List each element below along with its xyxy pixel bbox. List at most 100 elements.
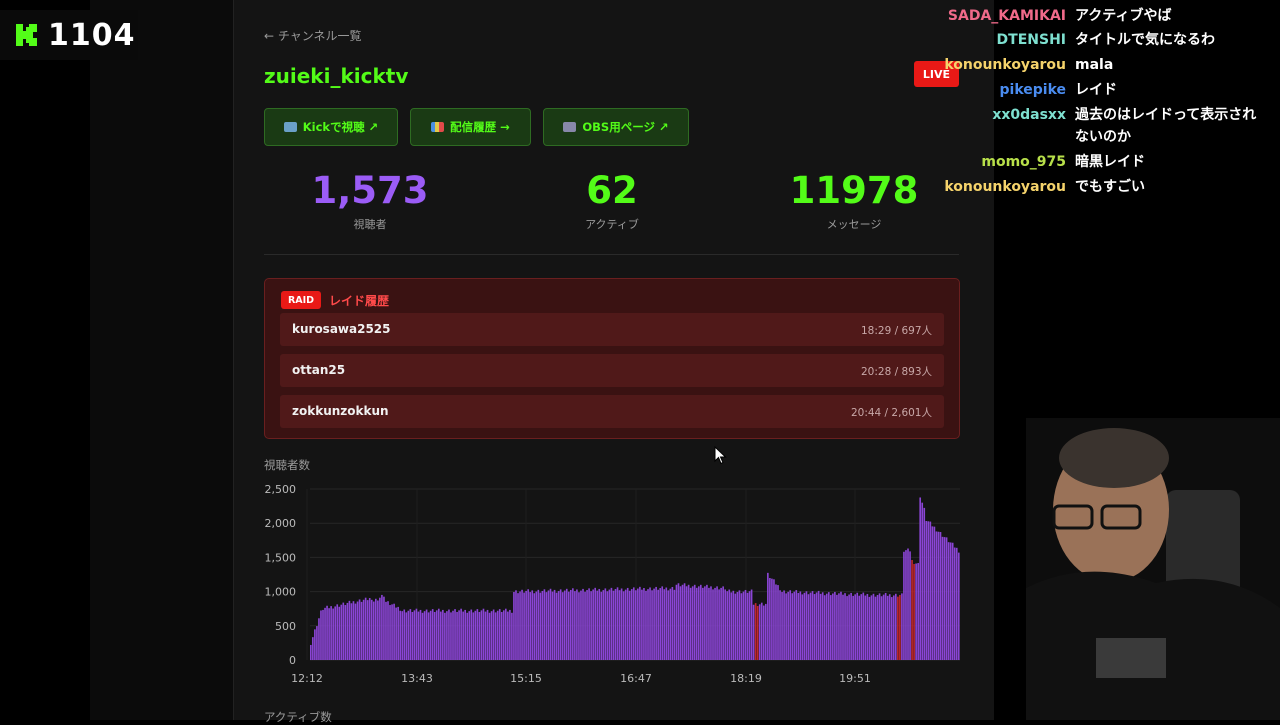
chart-bar xyxy=(789,590,792,660)
chart-bar xyxy=(444,612,446,660)
chart-bar xyxy=(423,611,426,660)
chart-bar xyxy=(838,593,840,660)
chart-bar xyxy=(659,588,662,660)
chart-bar xyxy=(370,599,373,660)
chart-bar xyxy=(872,593,875,660)
chart-bar xyxy=(834,591,836,660)
chart-bar xyxy=(502,610,505,660)
stat-viewers: 1,573 視聴者 xyxy=(270,168,470,232)
chart-bar xyxy=(464,609,467,660)
chart-bar xyxy=(929,521,932,660)
chart-bar xyxy=(864,595,867,660)
chart-bar xyxy=(781,592,783,660)
chart-bar xyxy=(618,590,621,660)
chart-bar xyxy=(677,583,680,660)
chat-username: konounkoyarou xyxy=(944,57,1066,73)
stat-active: 62 アクティブ xyxy=(512,168,712,232)
chart-bar xyxy=(326,605,328,660)
chart-bar xyxy=(614,589,617,660)
chart-bar xyxy=(592,589,594,660)
chart-bar xyxy=(368,598,371,660)
chart-bar xyxy=(897,596,899,660)
chart-bar xyxy=(702,587,704,660)
chart-bar xyxy=(505,608,507,660)
stat-active-label: アクティブ xyxy=(585,218,639,231)
chart-bar xyxy=(596,590,599,660)
chart-bar xyxy=(667,590,670,660)
chart-bar xyxy=(685,586,688,660)
chart-bar xyxy=(588,588,590,660)
chart-bar xyxy=(791,593,794,660)
chat-username: momo_975 xyxy=(981,154,1066,170)
chart-bar xyxy=(616,587,619,660)
chart-bar xyxy=(570,589,572,660)
chart-bar xyxy=(517,593,519,660)
chart-bar xyxy=(541,590,544,660)
back-to-channel-list-link[interactable]: ← チャンネル一覧 xyxy=(264,29,362,43)
chat-message: 暗黒レイド xyxy=(1075,154,1145,170)
watch-on-kick-button[interactable]: Kickで視聴 ↗ xyxy=(264,108,398,146)
chart-bar xyxy=(375,598,377,660)
chart-bar xyxy=(639,586,641,660)
chart-bar xyxy=(586,590,588,660)
chart-bar xyxy=(383,596,385,660)
raid-history-title: レイド履歴 xyxy=(329,294,390,308)
chart-bar xyxy=(899,595,901,660)
chart-bar xyxy=(923,507,926,660)
chart-bar xyxy=(604,588,607,660)
chart-bar xyxy=(817,590,820,660)
chart-bar xyxy=(602,590,605,660)
chart-bar xyxy=(876,595,879,660)
kick-logo-icon xyxy=(16,24,37,46)
chart-bar xyxy=(805,591,808,660)
stat-messages: 11978 メッセージ xyxy=(754,168,954,232)
chart-bar xyxy=(793,591,796,660)
chart-bar xyxy=(852,595,854,660)
chart-bar xyxy=(911,560,913,660)
chart-bar xyxy=(490,611,493,660)
chart-bar xyxy=(387,601,389,660)
webcam-feed xyxy=(1026,418,1280,720)
chart-bar xyxy=(866,593,869,660)
chart-bar xyxy=(466,612,469,660)
chart-bar xyxy=(846,596,848,660)
chart-bar xyxy=(643,588,645,660)
chart-bar xyxy=(480,610,483,660)
chart-bar xyxy=(531,590,534,660)
chart-bar xyxy=(892,595,895,660)
chart-bar xyxy=(878,593,881,660)
chart-bar xyxy=(507,611,509,660)
chart-bar xyxy=(687,584,690,660)
chart-bar xyxy=(637,588,639,660)
chart-bar xyxy=(565,588,568,660)
chart-bar xyxy=(695,587,698,660)
chart-bar xyxy=(610,587,613,660)
chart-bar xyxy=(429,610,432,660)
chart-bar xyxy=(509,609,511,660)
chart-bar xyxy=(352,601,355,660)
chart-bar xyxy=(931,526,934,660)
chat-message: ないのか xyxy=(1075,129,1131,145)
chart-bar xyxy=(525,590,527,660)
chart-bar xyxy=(880,596,883,660)
chart-bar xyxy=(513,592,515,660)
chat-message: 過去のはレイドって表示され xyxy=(1075,107,1257,123)
chart-bar xyxy=(726,591,729,660)
chart-bar xyxy=(661,586,664,660)
chart-bar xyxy=(832,593,834,660)
chart-bar xyxy=(913,564,915,660)
chart-bar xyxy=(722,586,724,660)
chart-bar xyxy=(328,608,330,660)
y-tick-label: 2,000 xyxy=(265,517,297,530)
chart-bar xyxy=(752,604,755,660)
chart-bar xyxy=(310,644,312,660)
stat-messages-label: メッセージ xyxy=(826,218,882,231)
chart-bar xyxy=(312,637,314,660)
obs-page-button[interactable]: OBS用ページ ↗ xyxy=(543,108,689,146)
chart-bar xyxy=(895,593,897,660)
chart-bar xyxy=(533,593,536,660)
chart-bar xyxy=(372,601,375,660)
chart-bar xyxy=(888,594,891,660)
chart-bar xyxy=(813,594,816,660)
stream-history-button[interactable]: 配信履歴 → xyxy=(410,108,531,146)
